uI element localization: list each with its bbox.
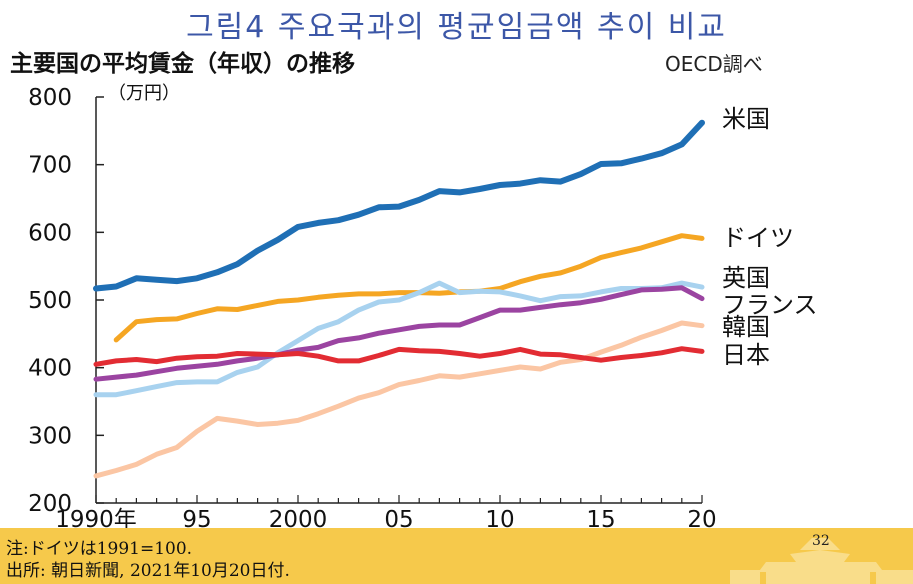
series-line-フランス [93, 285, 705, 382]
x-tick-label: 1990年 [55, 507, 137, 528]
y-axis-label: （万円） [108, 83, 180, 104]
chart-title: 主要国の平均賃金（年収）の推移 [10, 51, 355, 77]
x-tick-label: 95 [182, 507, 211, 528]
series-line-ドイツ [113, 233, 705, 343]
series-line-韓国 [93, 320, 705, 479]
y-tick-label: 200 [28, 491, 72, 517]
footer-source: 出所: 朝日新聞, 2021年10月20日付. [6, 561, 290, 581]
x-tick-label: 05 [384, 507, 413, 528]
y-tick-label: 400 [28, 356, 72, 382]
y-tick-label: 300 [28, 423, 72, 449]
series-label: 韓国 [722, 313, 770, 341]
x-tick-label: 15 [586, 507, 615, 528]
palace-silhouette-icon [730, 538, 913, 584]
y-tick-label: 800 [28, 85, 72, 111]
x-tick-label: 10 [485, 507, 514, 528]
series-label: 米国 [722, 105, 770, 133]
series-label: フランス [722, 291, 818, 319]
y-tick-label: 600 [28, 220, 72, 246]
y-tick-label: 700 [28, 153, 72, 179]
series-label: 日本 [722, 341, 770, 369]
x-tick-label: 2000 [269, 507, 328, 528]
chart-source-label: OECD調べ [665, 52, 763, 76]
series-line-日本 [93, 346, 705, 367]
y-tick-label: 500 [28, 288, 72, 314]
footer-note: 注:ドイツは1991=100. [6, 539, 193, 559]
line-chart: 200 300 400 500 600 700 800 （万円） 1990年 95 2000 05 10… [28, 83, 818, 528]
page-number: 32 [812, 533, 830, 549]
series-line-米国 [93, 119, 705, 292]
x-tick-label: 20 [687, 507, 716, 528]
series-line-英国 [93, 280, 705, 398]
slide-title: 그림4 주요국과의 평균임금액 추이 비교 [186, 10, 727, 45]
series-label: 英国 [722, 264, 770, 292]
series-label: ドイツ [722, 224, 794, 252]
